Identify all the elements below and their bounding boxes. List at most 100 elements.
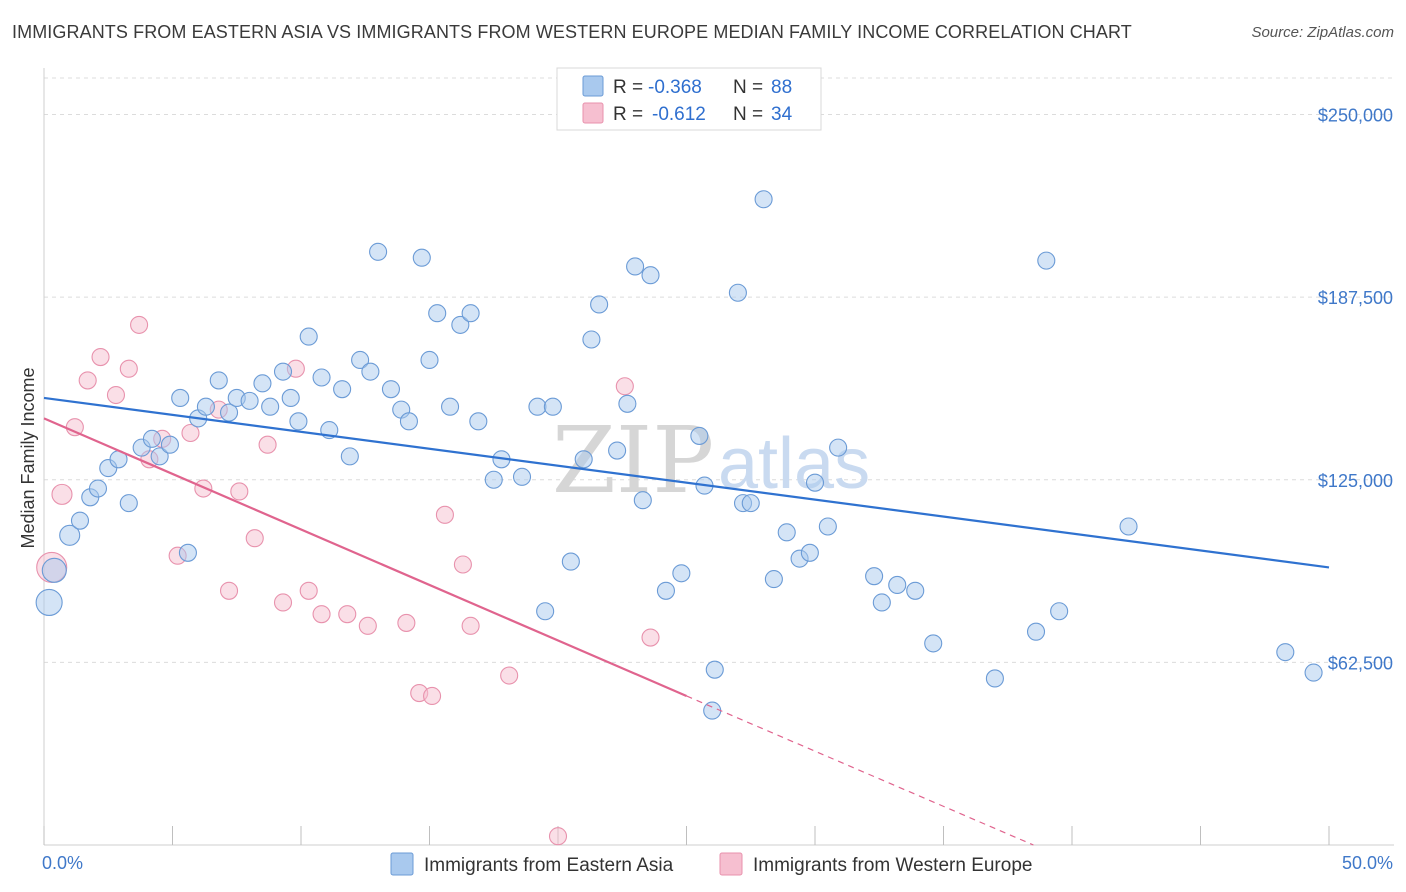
blue-point-51 [574,450,593,469]
blue-point-84 [1050,602,1069,621]
blue-point-14 [178,543,197,562]
pink-point-26 [423,686,442,706]
blue-point-13 [171,388,190,407]
blue-point-57 [633,491,652,510]
blue-point-17 [209,371,228,390]
blue-point-81 [985,669,1004,688]
blue-point-24 [281,388,300,407]
blue-point-75 [829,438,848,457]
legend: R = -0.368 N = 88 R = -0.612 N = 34 [556,67,822,131]
blue-point-86 [1276,643,1295,662]
blue-point-52 [582,330,601,349]
blue-point-29 [333,380,352,399]
blue-points [35,190,1323,720]
legend-r-label-blue: R = [613,77,643,98]
pink-point-23 [358,616,377,635]
pink-point-4 [91,347,110,367]
blue-point-70 [777,523,796,542]
blue-point-73 [805,473,825,492]
legend-n-label-pink: N = [733,104,763,125]
blue-point-32 [361,362,380,381]
bottom-legend-label-pink: Immigrants from Western Europe [753,855,1032,876]
pink-point-24 [397,613,416,632]
pink-point-5 [106,385,126,405]
blue-point-59 [656,581,675,600]
blue-point-48 [536,602,555,621]
pink-point-21 [312,605,331,624]
blue-point-33 [369,242,388,261]
bottom-legend-swatch-blue [390,852,414,876]
blue-point-77 [872,593,891,612]
blue-point-43 [469,412,488,431]
y-tick-label-1: $125,000 [1318,471,1393,491]
x-tick-label-0: 0.0% [42,853,83,873]
blue-point-69 [764,570,783,589]
y-tick-label-3: $250,000 [1318,106,1393,126]
pink-point-3 [78,371,97,390]
pink-point-30 [500,666,519,685]
blue-point-38 [420,350,439,370]
blue-point-49 [543,397,562,416]
blue-point-83 [1037,251,1056,270]
blue-point-72 [800,543,819,562]
trend-lines [43,396,1330,846]
blue-point-53 [590,295,609,314]
blue-point-40 [441,397,460,416]
pink-point-28 [453,555,472,574]
pink-point-17 [258,435,277,454]
pink-point-33 [641,628,660,647]
y-axis-label: Median Family Income [18,367,38,548]
blue-point-42 [461,304,480,323]
blue-point-50 [561,552,580,571]
blue-point-0 [35,588,63,617]
blue-point-36 [399,412,418,431]
blue-point-67 [741,494,760,513]
blue-point-37 [412,248,431,267]
legend-r-value-pink: -0.612 [652,104,706,125]
pink-point-29 [461,616,480,635]
blue-point-16 [196,397,215,416]
blue-point-5 [88,479,108,498]
pink-point-12 [194,479,213,498]
blue-point-21 [253,374,272,393]
blue-point-44 [484,470,503,489]
blue-point-1 [41,557,67,583]
y-tick-label-0: $62,500 [1328,653,1393,673]
pink-point-11 [181,423,200,443]
blue-point-30 [340,447,359,466]
blue-point-27 [312,368,331,387]
legend-r-label-pink: R = [613,104,643,125]
chart-title: IMMIGRANTS FROM EASTERN ASIA VS IMMIGRAN… [12,22,1132,42]
bottom-legend-swatch-pink [719,852,743,876]
legend-r-value-blue: -0.368 [648,77,702,98]
watermark: ZIP atlas [552,407,870,514]
pink-point-7 [130,315,149,334]
watermark-atlas: atlas [718,424,870,504]
blue-point-63 [703,701,722,720]
pink-point-27 [435,505,454,524]
pink-trend-extension [686,695,1034,846]
blue-point-39 [428,304,447,323]
bottom-legend-label-blue: Immigrants from Eastern Asia [424,855,674,876]
blue-point-22 [261,397,280,416]
legend-n-label-blue: N = [733,77,763,98]
blue-point-54 [608,441,627,460]
blue-point-82 [1026,622,1046,641]
blue-point-18 [219,403,239,422]
legend-swatch-blue [582,75,604,97]
pink-point-1 [51,483,73,505]
chart-source: Source: ZipAtlas.com [1251,24,1394,41]
blue-point-26 [299,327,318,346]
legend-swatch-pink [582,102,604,124]
blue-point-31 [351,350,370,370]
legend-n-value-pink: 34 [771,104,793,125]
pink-point-16 [245,529,264,548]
pink-point-22 [338,605,357,624]
blue-point-3 [70,511,90,530]
blue-point-87 [1304,663,1323,682]
blue-point-85 [1119,517,1138,536]
pink-point-15 [230,482,249,501]
y-tick-label-2: $187,500 [1318,288,1393,308]
pink-point-18 [273,593,293,612]
